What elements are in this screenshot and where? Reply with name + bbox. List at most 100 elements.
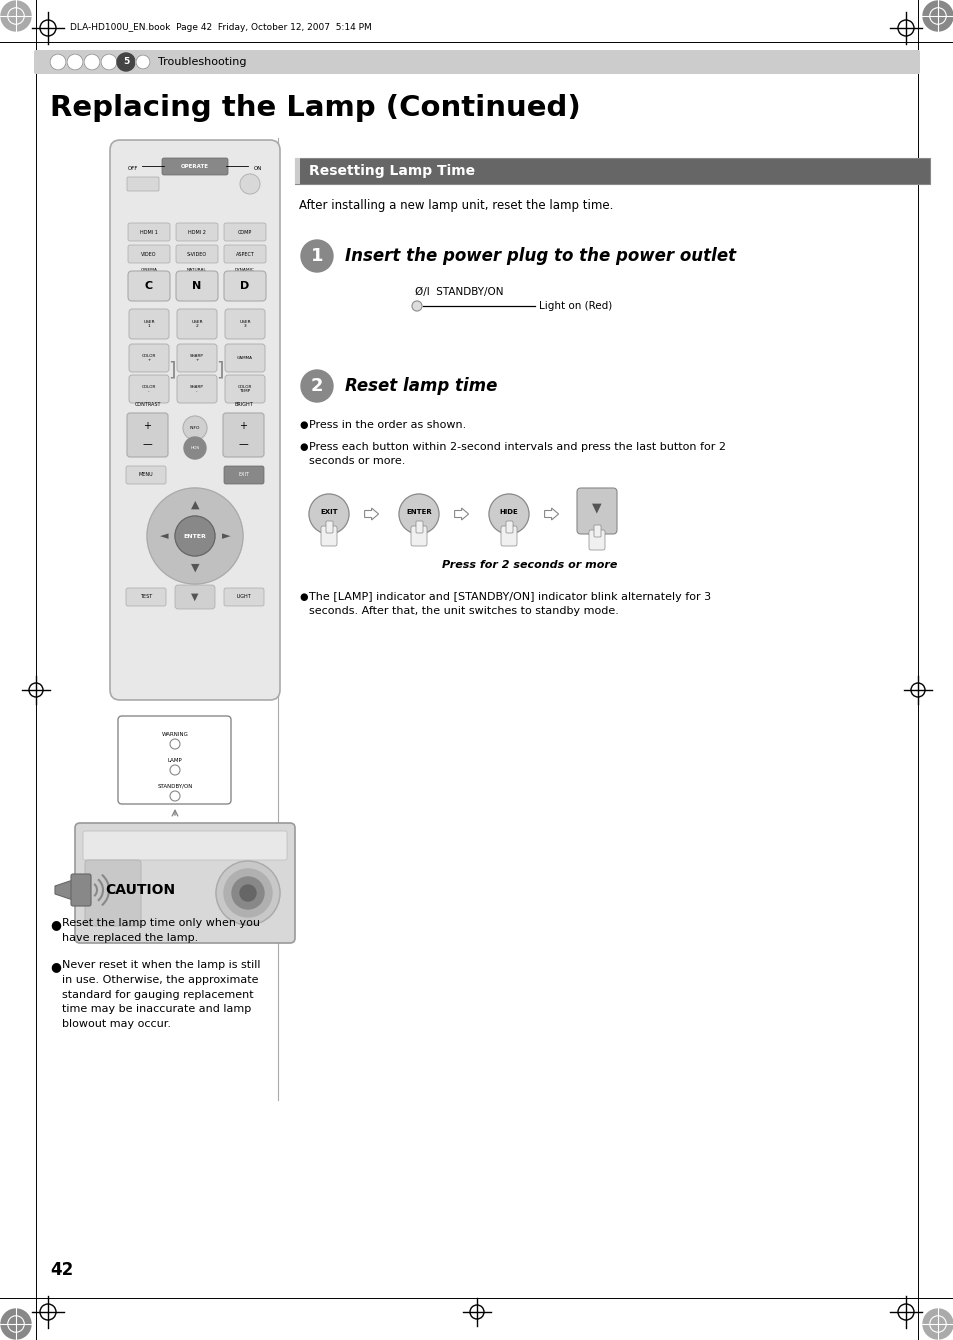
FancyBboxPatch shape [225,344,265,373]
Circle shape [224,870,272,917]
Text: —: — [142,440,152,449]
Text: CONTRAST: CONTRAST [134,402,161,407]
FancyBboxPatch shape [175,222,218,241]
Text: COMP: COMP [237,229,252,234]
Text: 5: 5 [123,58,129,67]
Circle shape [489,494,529,535]
Text: Reset lamp time: Reset lamp time [345,377,497,395]
Circle shape [147,488,243,584]
FancyBboxPatch shape [326,521,333,533]
Text: —: — [238,440,248,449]
Text: TEST: TEST [140,595,152,599]
Circle shape [301,370,333,402]
FancyBboxPatch shape [34,50,919,74]
FancyBboxPatch shape [127,413,168,457]
Circle shape [412,302,421,311]
Text: ASPECT: ASPECT [235,252,254,256]
FancyBboxPatch shape [71,874,91,906]
Text: CINEMA: CINEMA [140,268,157,272]
Text: Press each button within 2-second intervals and press the last button for 2
seco: Press each button within 2-second interv… [309,442,725,466]
Text: OFF: OFF [128,166,138,170]
Text: Troubleshooting: Troubleshooting [158,58,246,67]
FancyBboxPatch shape [225,375,265,403]
Circle shape [67,54,83,70]
Circle shape [398,494,438,535]
Text: ▼: ▼ [191,563,199,572]
FancyBboxPatch shape [129,375,169,403]
Circle shape [101,54,117,70]
Text: ▼: ▼ [191,592,198,602]
Text: COLOR
TEMP: COLOR TEMP [237,385,252,394]
Text: ◄: ◄ [159,531,168,541]
FancyBboxPatch shape [175,271,218,302]
Bar [294,158,299,184]
Circle shape [240,174,260,194]
Circle shape [923,1309,952,1339]
Text: HIDE: HIDE [499,509,517,515]
Circle shape [170,765,180,775]
Circle shape [136,55,150,68]
Text: HDS: HDS [191,446,199,450]
Text: S-VIDEO: S-VIDEO [187,252,207,256]
Text: Ø/I  STANDBY/ON: Ø/I STANDBY/ON [415,287,503,297]
FancyBboxPatch shape [162,158,228,176]
FancyBboxPatch shape [83,831,287,860]
FancyBboxPatch shape [177,344,216,373]
FancyBboxPatch shape [126,588,166,606]
Text: ]: ] [168,360,175,379]
Circle shape [84,54,100,70]
FancyBboxPatch shape [588,531,604,549]
FancyBboxPatch shape [223,413,264,457]
Text: VIDEO: VIDEO [141,252,156,256]
Text: Press for 2 seconds or more: Press for 2 seconds or more [441,560,617,570]
FancyBboxPatch shape [594,525,600,537]
Text: ●: ● [50,918,61,931]
Polygon shape [55,880,73,900]
FancyBboxPatch shape [128,271,170,302]
Text: HDMI 1: HDMI 1 [140,229,158,234]
Text: DYNAMIC: DYNAMIC [234,268,254,272]
Text: USER
1: USER 1 [143,320,154,328]
Text: INFO: INFO [190,426,200,430]
Text: +: + [143,421,151,431]
Text: USER
2: USER 2 [191,320,203,328]
Text: Press in the order as shown.: Press in the order as shown. [309,419,466,430]
FancyBboxPatch shape [320,527,336,545]
Text: The [LAMP] indicator and [STANDBY/ON] indicator blink alternately for 3
seconds.: The [LAMP] indicator and [STANDBY/ON] in… [309,592,710,616]
Text: ▼: ▼ [592,501,601,515]
Circle shape [184,437,206,460]
Circle shape [301,240,333,272]
Text: 1: 1 [311,247,323,265]
FancyBboxPatch shape [85,860,141,926]
Text: ]: ] [216,360,224,379]
FancyBboxPatch shape [577,488,617,535]
Circle shape [117,54,135,71]
Text: COLOR
-: COLOR - [142,385,156,394]
Circle shape [1,1,30,31]
Text: N: N [193,281,201,291]
FancyBboxPatch shape [75,823,294,943]
Text: After installing a new lamp unit, reset the lamp time.: After installing a new lamp unit, reset … [298,200,613,213]
Text: EXIT: EXIT [238,473,250,477]
FancyBboxPatch shape [224,466,264,484]
Text: DLA-HD100U_EN.book  Page 42  Friday, October 12, 2007  5:14 PM: DLA-HD100U_EN.book Page 42 Friday, Octob… [70,24,372,32]
Text: COLOR
+: COLOR + [142,354,156,362]
Circle shape [309,494,349,535]
Text: WARNING: WARNING [161,732,189,737]
Text: STANDBY/ON: STANDBY/ON [157,784,193,788]
Text: GAMMA: GAMMA [236,356,253,360]
FancyBboxPatch shape [126,466,166,484]
Text: ●: ● [298,592,307,602]
Text: SHARP
-: SHARP - [190,385,204,394]
Text: 42: 42 [50,1261,73,1278]
Text: ON: ON [253,166,262,170]
Text: C: C [145,281,152,291]
Text: ENTER: ENTER [406,509,432,515]
Circle shape [170,738,180,749]
Circle shape [50,54,66,70]
FancyBboxPatch shape [411,527,427,545]
Text: 2: 2 [311,377,323,395]
Text: OPERATE: OPERATE [181,163,209,169]
Text: D: D [240,281,250,291]
Text: Resetting Lamp Time: Resetting Lamp Time [309,163,475,178]
